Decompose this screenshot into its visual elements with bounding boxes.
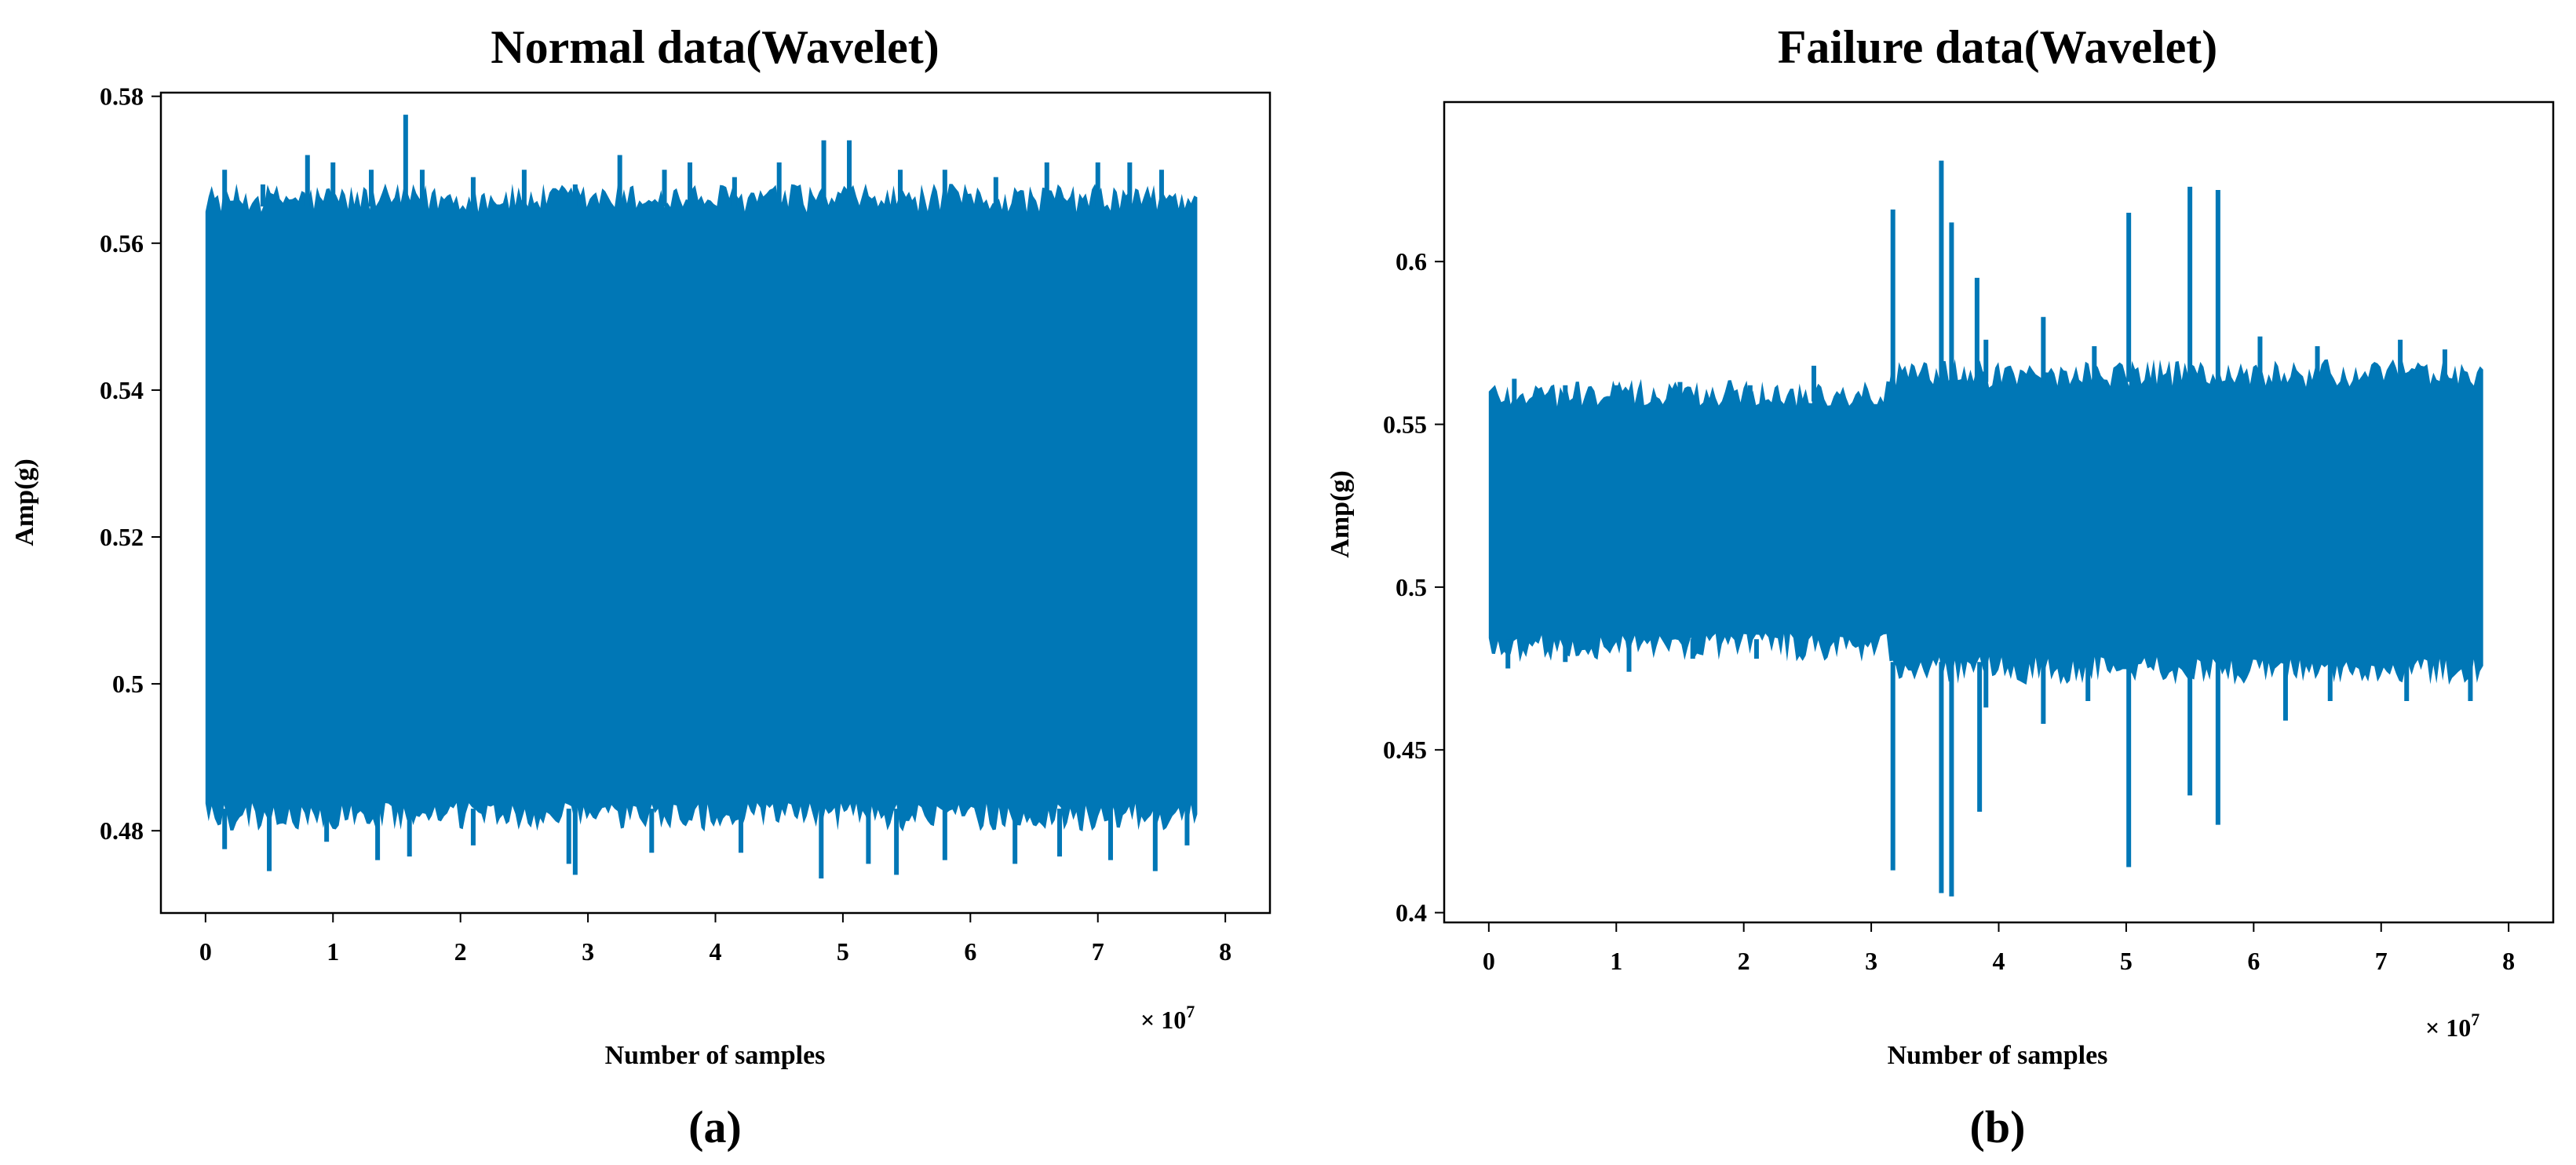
x-tick-label: 4	[710, 937, 722, 966]
y-tick-label: 0.6	[1396, 247, 1427, 276]
x-tick-label: 7	[2375, 947, 2388, 975]
y-tick-label: 0.5	[1396, 573, 1427, 601]
x-tick-label: 3	[582, 937, 594, 966]
x-tick-label: 1	[1610, 947, 1622, 975]
y-axis-label: Amp(g)	[10, 458, 39, 546]
x-tick-label: 5	[2120, 947, 2133, 975]
chart-title: Failure data(Wavelet)	[1778, 21, 2217, 73]
signal-band	[1488, 359, 2483, 685]
x-tick-label: 8	[2502, 947, 2515, 975]
y-tick-label: 0.5	[112, 670, 144, 698]
y-tick-label: 0.54	[100, 376, 144, 404]
x-axis-ticks: 0 1 2 3 4 5 6 7 8	[1483, 922, 2515, 975]
x-tick-label: 8	[1219, 937, 1231, 966]
x-tick-label: 2	[454, 937, 467, 966]
x-tick-label: 7	[1092, 937, 1104, 966]
y-axis-label: Amp(g)	[1326, 470, 1355, 557]
y-tick-label: 0.45	[1383, 736, 1427, 764]
y-tick-label: 0.58	[100, 82, 144, 111]
x-tick-label: 5	[837, 937, 849, 966]
y-tick-label: 0.4	[1396, 899, 1427, 927]
x-tick-label: 4	[1993, 947, 2005, 975]
y-axis-ticks: 0.48 0.5 0.52 0.54 0.56 0.58	[100, 82, 161, 845]
x-axis-label: Number of samples	[1888, 1041, 2108, 1070]
panel-caption: (b)	[1970, 1101, 2026, 1152]
x-axis-multiplier: × 107	[2425, 1010, 2479, 1042]
panel-caption: (a)	[688, 1101, 742, 1152]
signal-spikes	[222, 115, 1190, 879]
signal-band	[205, 183, 1198, 832]
x-tick-label: 6	[2247, 947, 2260, 975]
x-axis-label: Number of samples	[605, 1041, 826, 1070]
y-tick-label: 0.52	[100, 523, 144, 551]
x-tick-label: 3	[1865, 947, 1877, 975]
y-axis-ticks: 0.4 0.45 0.5 0.55 0.6	[1383, 247, 1444, 927]
x-tick-label: 0	[1483, 947, 1495, 975]
x-tick-label: 2	[1738, 947, 1750, 975]
x-axis-ticks: 0 1 2 3 4 5 6 7 8	[199, 913, 1231, 966]
signal-spikes	[1505, 160, 2473, 897]
x-tick-label: 1	[327, 937, 339, 966]
x-tick-label: 6	[964, 937, 976, 966]
y-tick-label: 0.56	[100, 229, 144, 257]
x-axis-multiplier: × 107	[1140, 1002, 1195, 1034]
y-tick-label: 0.48	[100, 816, 144, 845]
y-tick-label: 0.55	[1383, 411, 1427, 439]
x-tick-label: 0	[199, 937, 212, 966]
chart-title: Normal data(Wavelet)	[491, 21, 940, 73]
